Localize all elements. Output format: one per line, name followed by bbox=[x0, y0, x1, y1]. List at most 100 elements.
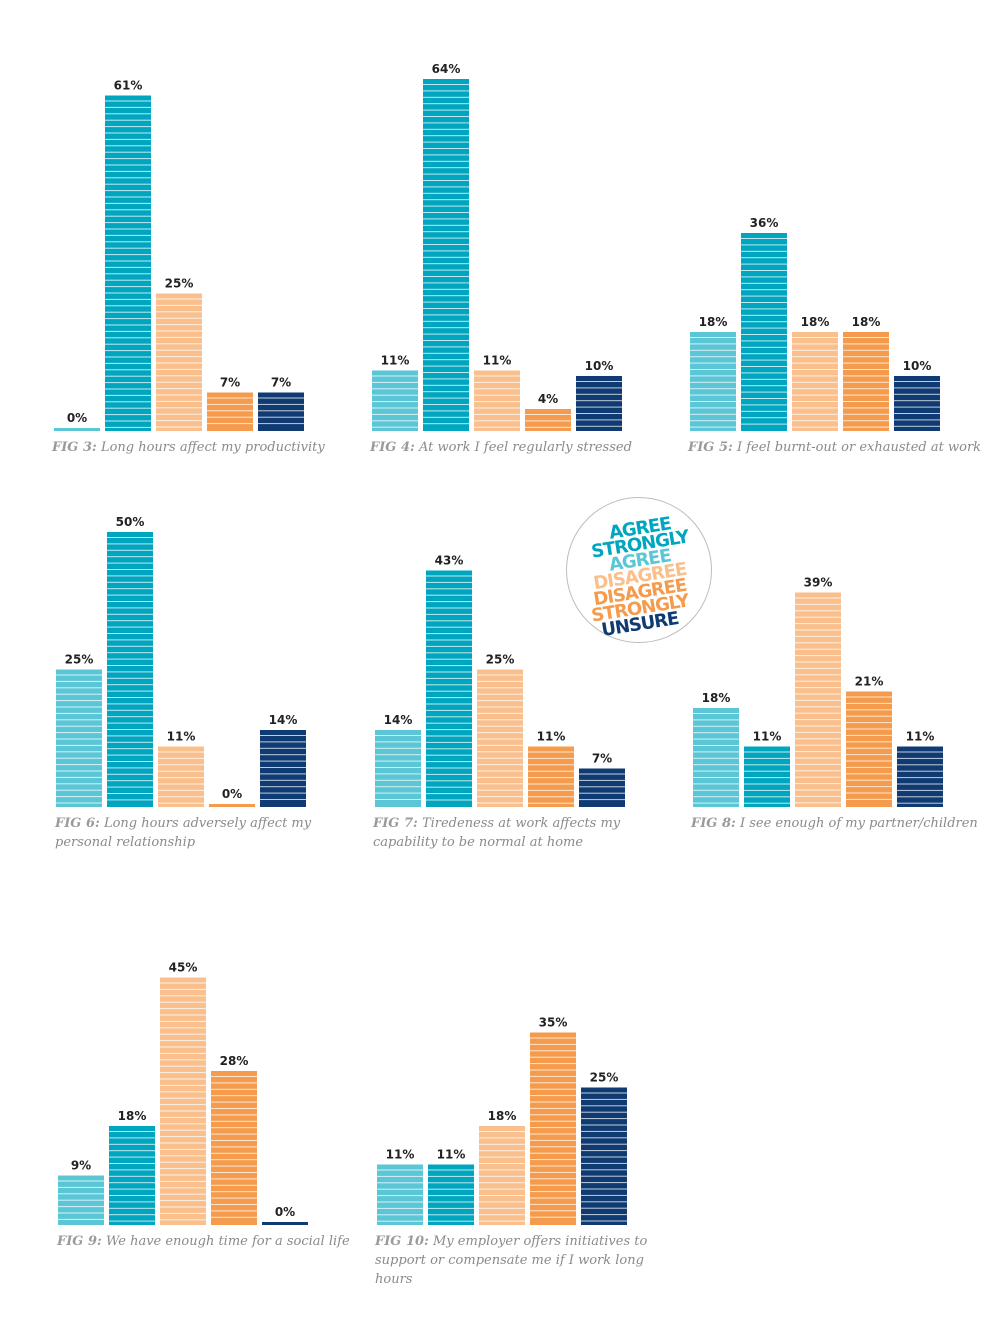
stripe bbox=[843, 337, 889, 338]
value-label-strongly-agree: 61% bbox=[114, 79, 143, 93]
fig-title: Long hours adversely affect my personal … bbox=[55, 816, 312, 850]
fig-title: I see enough of my partner/children bbox=[739, 816, 978, 831]
stripe bbox=[741, 340, 787, 342]
value-label-disagree: 18% bbox=[488, 1109, 517, 1123]
stripe bbox=[741, 334, 787, 335]
stripe bbox=[843, 426, 889, 428]
stripe bbox=[426, 607, 472, 609]
stripe bbox=[477, 757, 523, 759]
stripe bbox=[477, 700, 523, 702]
stripe bbox=[423, 397, 469, 399]
bar-agree bbox=[54, 428, 100, 431]
stripe bbox=[158, 757, 204, 759]
stripe bbox=[576, 400, 622, 402]
stripe bbox=[260, 760, 306, 762]
bar-stripes bbox=[426, 575, 472, 801]
stripe bbox=[477, 783, 523, 785]
stripe bbox=[795, 763, 841, 765]
stripe bbox=[56, 674, 102, 676]
stripe bbox=[423, 96, 469, 98]
stripe bbox=[107, 588, 153, 590]
stripe bbox=[107, 601, 153, 602]
legend-circle: AGREE STRONGLY AGREE DISAGREE DISAGREE S… bbox=[566, 497, 712, 643]
stripe bbox=[897, 764, 943, 766]
stripe bbox=[105, 330, 151, 332]
fig-title: Tiredeness at work affects my capability… bbox=[373, 816, 621, 850]
stripe bbox=[426, 665, 472, 667]
stripe bbox=[160, 1129, 206, 1131]
value-label-unsure: 0% bbox=[275, 1205, 295, 1219]
bar-stripes bbox=[576, 381, 622, 427]
stripe bbox=[741, 302, 787, 303]
stripe bbox=[423, 352, 469, 354]
stripe bbox=[690, 381, 736, 383]
stripe bbox=[207, 410, 253, 412]
stripe bbox=[576, 406, 622, 408]
stripe bbox=[109, 1220, 155, 1222]
stripe bbox=[690, 413, 736, 415]
stripe bbox=[530, 1037, 576, 1039]
bar-unsure bbox=[576, 376, 622, 431]
stripe bbox=[105, 164, 151, 166]
bar-disagree-strongly bbox=[209, 804, 255, 807]
bar-disagree-strongly bbox=[207, 392, 253, 431]
fig-number: FIG 6: bbox=[55, 816, 100, 831]
stripe bbox=[105, 126, 151, 128]
fig-number: FIG 8: bbox=[691, 816, 736, 831]
stripe bbox=[423, 423, 469, 425]
stripe bbox=[579, 773, 625, 775]
fig-number: FIG 4: bbox=[370, 440, 415, 455]
stripe bbox=[894, 419, 940, 421]
stripe bbox=[107, 645, 153, 647]
stripe bbox=[690, 369, 736, 370]
stripe bbox=[741, 346, 787, 348]
stripe bbox=[428, 1169, 474, 1171]
bar-stripes bbox=[107, 537, 153, 801]
caption-fig-4: FIG 4: At work I feel regularly stressed bbox=[370, 438, 670, 457]
stripe bbox=[846, 741, 892, 743]
stripe bbox=[107, 537, 153, 538]
stripe bbox=[56, 687, 102, 689]
bar-stripes bbox=[260, 735, 306, 800]
stripe bbox=[477, 796, 523, 798]
bar-stripes bbox=[423, 84, 469, 425]
stripe bbox=[693, 713, 739, 714]
stripe bbox=[158, 777, 204, 779]
bar-stripes bbox=[377, 1169, 423, 1222]
bar-disagree-strongly bbox=[211, 1071, 257, 1225]
stripe bbox=[843, 375, 889, 377]
bar-stripes bbox=[158, 751, 204, 804]
stripe bbox=[423, 314, 469, 316]
stripe bbox=[846, 792, 892, 794]
stripe bbox=[576, 419, 622, 421]
stripe bbox=[105, 414, 151, 416]
stripe bbox=[160, 1078, 206, 1080]
stripe bbox=[105, 170, 151, 172]
stripe bbox=[105, 151, 151, 153]
stripe bbox=[795, 738, 841, 740]
stripe bbox=[530, 1171, 576, 1173]
stripe bbox=[160, 1046, 206, 1048]
stripe bbox=[423, 84, 469, 85]
stripe bbox=[107, 613, 153, 615]
stripe bbox=[107, 748, 153, 750]
stripe bbox=[211, 1114, 257, 1116]
stripe bbox=[530, 1133, 576, 1135]
stripe bbox=[843, 401, 889, 402]
stripe bbox=[377, 1214, 423, 1216]
stripe bbox=[375, 779, 421, 781]
stripe bbox=[211, 1082, 257, 1084]
stripe bbox=[426, 601, 472, 603]
stripe bbox=[897, 770, 943, 772]
stripe bbox=[107, 665, 153, 666]
stripe bbox=[792, 426, 838, 428]
value-label-unsure: 10% bbox=[903, 359, 932, 373]
stripe bbox=[107, 780, 153, 782]
stripe bbox=[579, 786, 625, 788]
stripe bbox=[211, 1127, 257, 1129]
stripe bbox=[795, 648, 841, 650]
stripe bbox=[426, 575, 472, 577]
value-label-unsure: 25% bbox=[590, 1071, 619, 1085]
stripe bbox=[477, 802, 523, 804]
